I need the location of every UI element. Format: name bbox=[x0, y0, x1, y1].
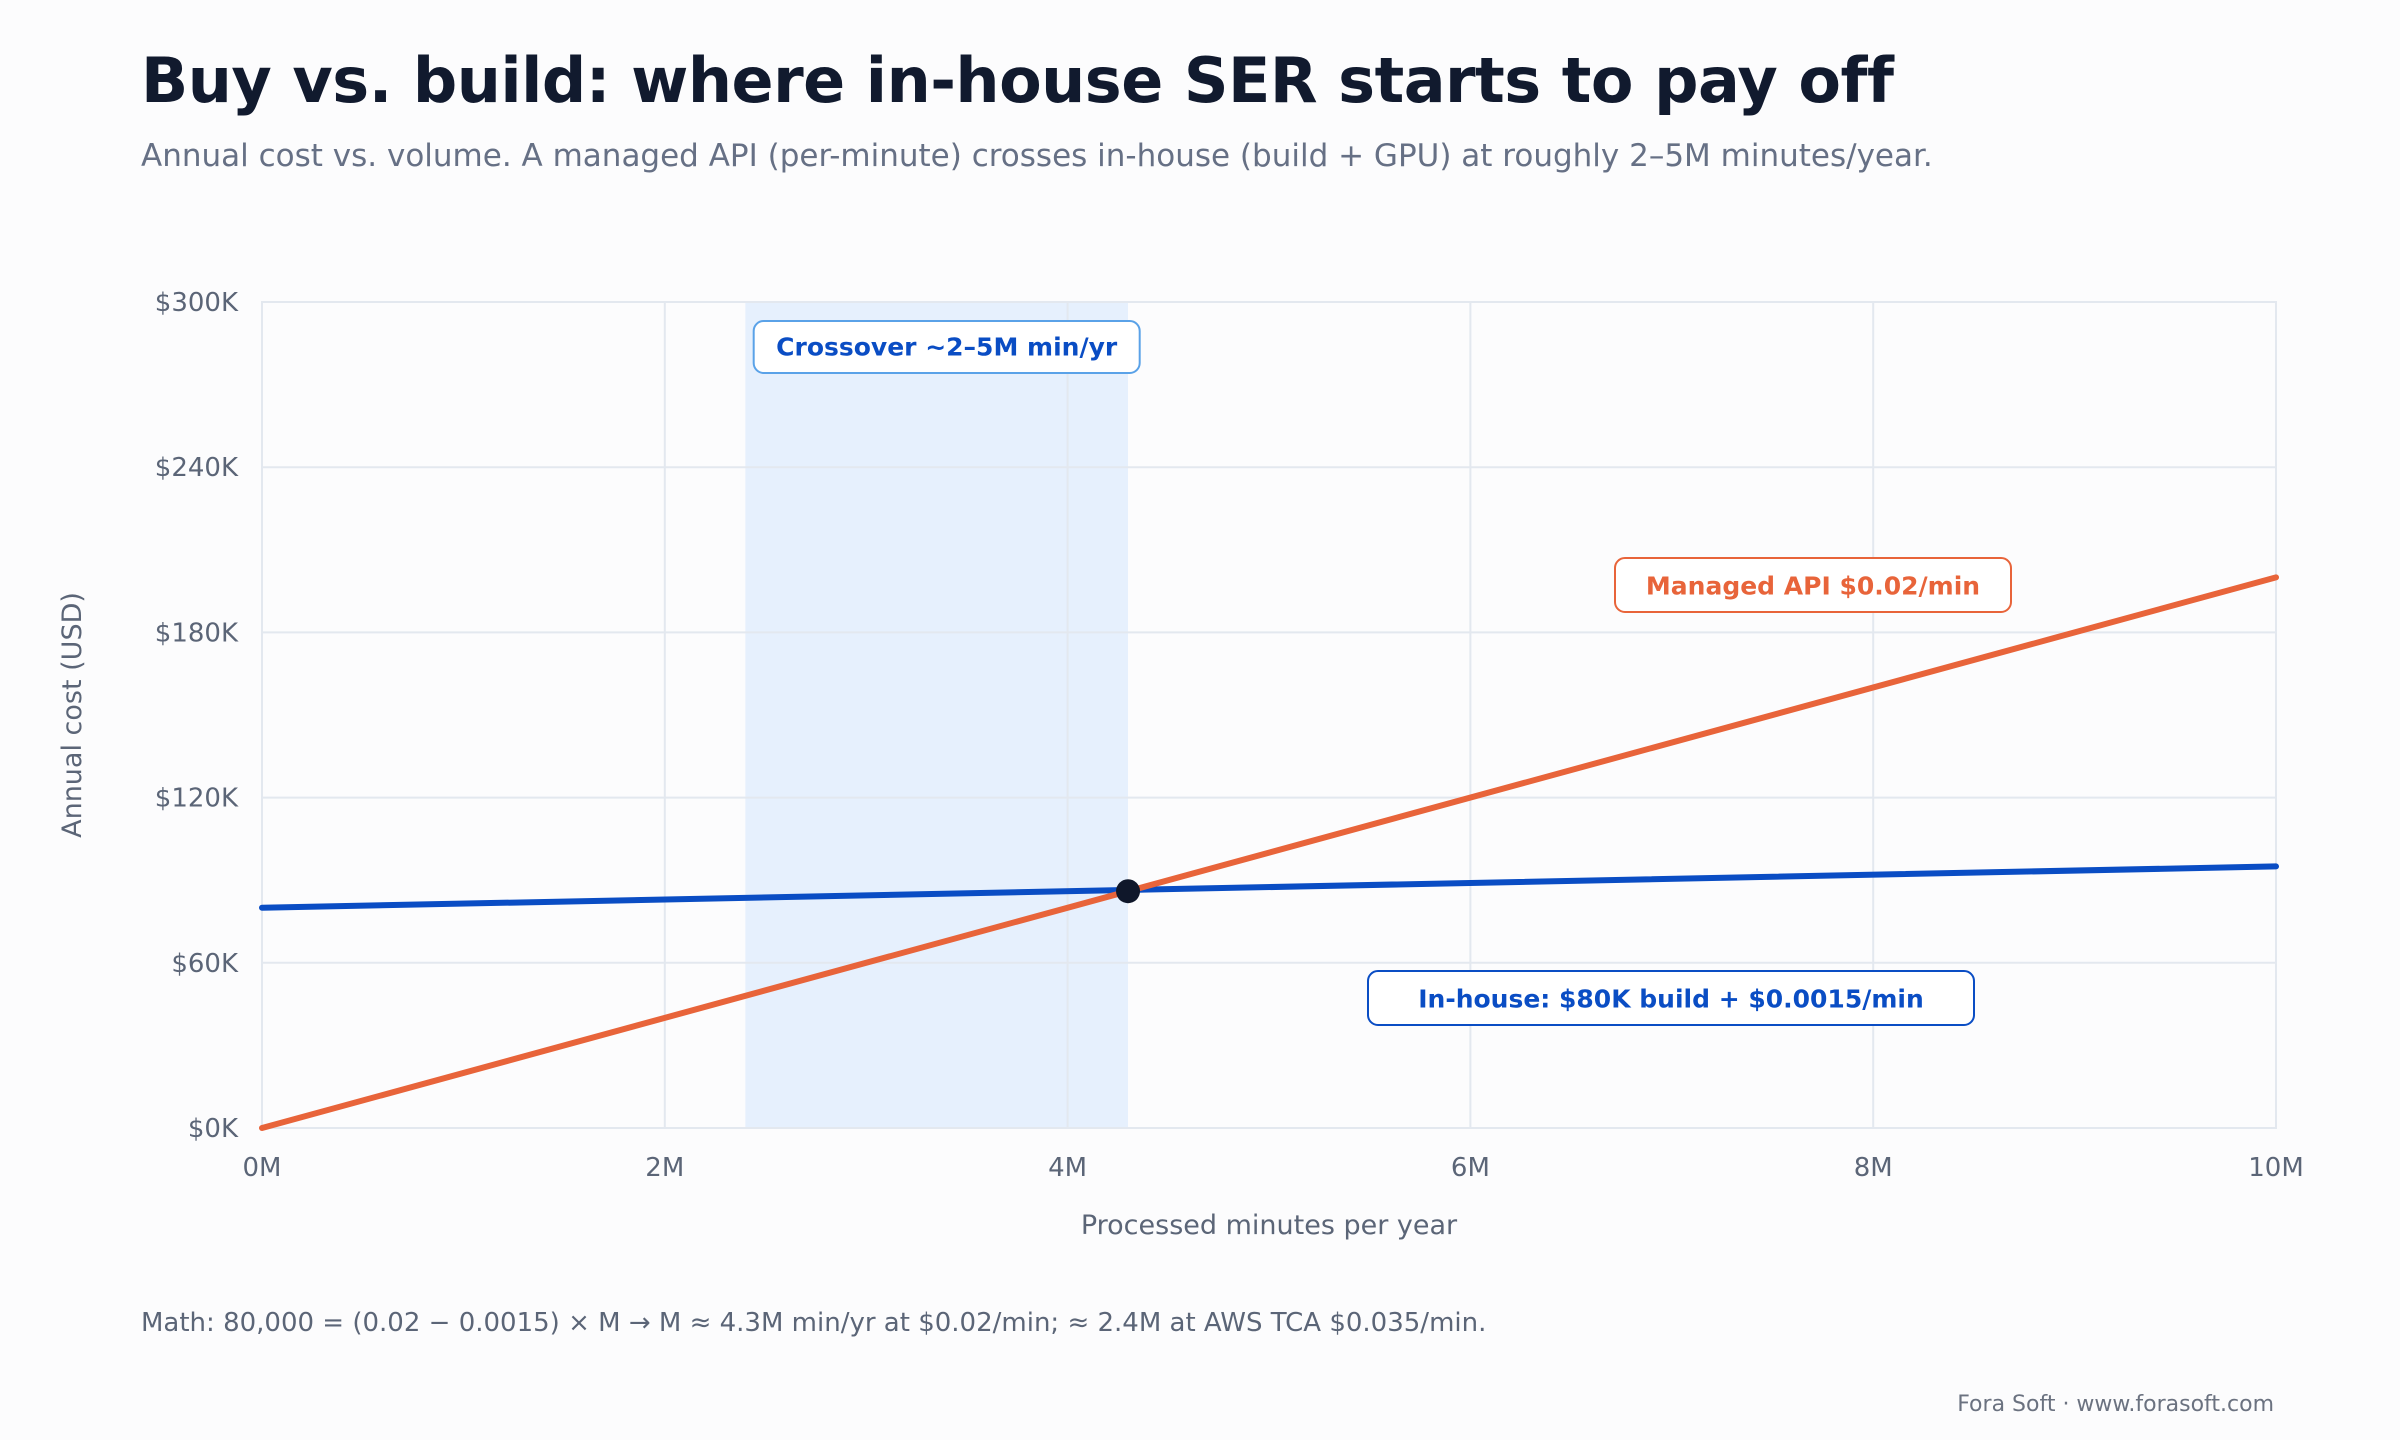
crossover-label: Crossover ~2–5M min/yr bbox=[752, 320, 1141, 374]
crossover-label-box bbox=[752, 320, 1141, 374]
x-tick-label: 10M bbox=[2248, 1153, 2304, 1183]
inhouse-label-box bbox=[1367, 970, 1975, 1026]
y-tick-label: $300K bbox=[155, 288, 239, 318]
inhouse-label-text: In-house: $80K build + $0.0015/min bbox=[1418, 984, 1924, 1013]
x-axis-title: Processed minutes per year bbox=[1081, 1210, 1458, 1241]
x-tick-label: 8M bbox=[1854, 1153, 1893, 1183]
crossover-point bbox=[1116, 879, 1141, 904]
y-tick-label: $60K bbox=[171, 949, 239, 979]
source-credit: Fora Soft · www.forasoft.com bbox=[1957, 1392, 2274, 1417]
x-tick-label: 4M bbox=[1048, 1153, 1087, 1183]
y-axis-title: Annual cost (USD) bbox=[57, 592, 88, 838]
inhouse-label: In-house: $80K build + $0.0015/min bbox=[1367, 970, 1975, 1026]
chart-subtitle: Annual cost vs. volume. A managed API (p… bbox=[141, 138, 1933, 174]
y-tick-label: $0K bbox=[188, 1114, 239, 1144]
y-tick-label: $120K bbox=[155, 784, 239, 814]
crossover-band bbox=[745, 302, 1129, 1128]
chart-title: Buy vs. build: where in-house SER starts… bbox=[141, 44, 1894, 117]
managed-series-line bbox=[259, 574, 2279, 1131]
x-tick-label: 0M bbox=[243, 1153, 282, 1183]
x-tick-label: 6M bbox=[1451, 1153, 1490, 1183]
inhouse-series-line bbox=[259, 863, 2279, 911]
math-footnote: Math: 80,000 = (0.02 − 0.0015) × M → M ≈… bbox=[141, 1308, 1487, 1338]
managed-label-text: Managed API $0.02/min bbox=[1646, 571, 1980, 600]
x-tick-label: 2M bbox=[645, 1153, 684, 1183]
y-tick-label: $180K bbox=[155, 618, 239, 648]
y-tick-label: $240K bbox=[155, 453, 239, 483]
crossover-label-text: Crossover ~2–5M min/yr bbox=[776, 333, 1118, 362]
managed-label-box bbox=[1614, 557, 2012, 613]
managed-label: Managed API $0.02/min bbox=[1614, 557, 2012, 613]
